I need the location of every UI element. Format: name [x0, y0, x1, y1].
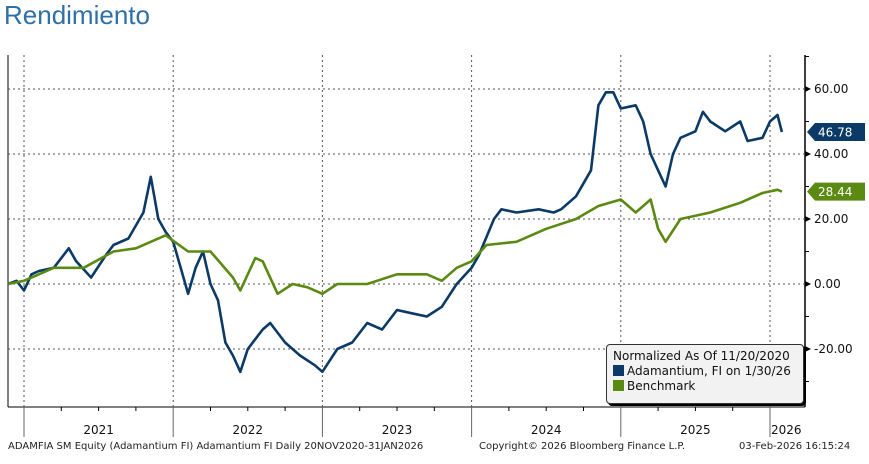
footer-timestamp: 03-Feb-2026 16:15:24 — [739, 441, 851, 452]
y-tick-marker — [805, 216, 811, 222]
y-tick-label: 20.00 — [814, 212, 848, 226]
legend-entry-adamantium: Adamantium, FI on 1/30/26 — [613, 364, 797, 379]
y-tick-label: 40.00 — [814, 147, 848, 161]
legend-entry-benchmark: Benchmark — [613, 379, 797, 394]
chart-title: Rendimiento — [4, 0, 150, 30]
last-value-label: 28.44 — [818, 185, 852, 199]
y-tick-label: -20.00 — [814, 342, 853, 356]
series-line-adamantium — [7, 91, 784, 374]
x-tick-label: 2024 — [531, 423, 562, 437]
last-value-label: 46.78 — [818, 125, 852, 139]
series-line-benchmark — [7, 188, 783, 296]
legend-label: Adamantium, FI on 1/30/26 — [627, 364, 791, 378]
x-tick-label: 2021 — [83, 423, 114, 437]
legend-swatch — [613, 365, 624, 376]
y-tick-marker — [805, 281, 811, 287]
last-value-badge — [807, 182, 865, 201]
legend-label: Benchmark — [627, 379, 696, 393]
legend: Normalized As Of 11/20/2020 Adamantium, … — [606, 344, 804, 404]
legend-swatch — [613, 380, 624, 391]
x-tick-label: 2022 — [233, 423, 264, 437]
y-tick-marker — [805, 151, 811, 157]
footer-copyright: Copyright© 2026 Bloomberg Finance L.P. — [479, 441, 686, 452]
x-tick-label: 2023 — [382, 423, 413, 437]
y-tick-marker — [805, 86, 811, 92]
y-tick-marker — [805, 346, 811, 352]
x-tick-label: 2026 — [771, 423, 802, 437]
legend-title: Normalized As Of 11/20/2020 — [613, 349, 790, 363]
x-tick-label: 2025 — [680, 423, 711, 437]
y-tick-label: 0.00 — [814, 277, 841, 291]
last-value-badge — [807, 122, 865, 141]
footer-description: ADAMFIA SM Equity (Adamantium FI) Adaman… — [8, 441, 424, 452]
y-tick-label: 60.00 — [814, 82, 848, 96]
